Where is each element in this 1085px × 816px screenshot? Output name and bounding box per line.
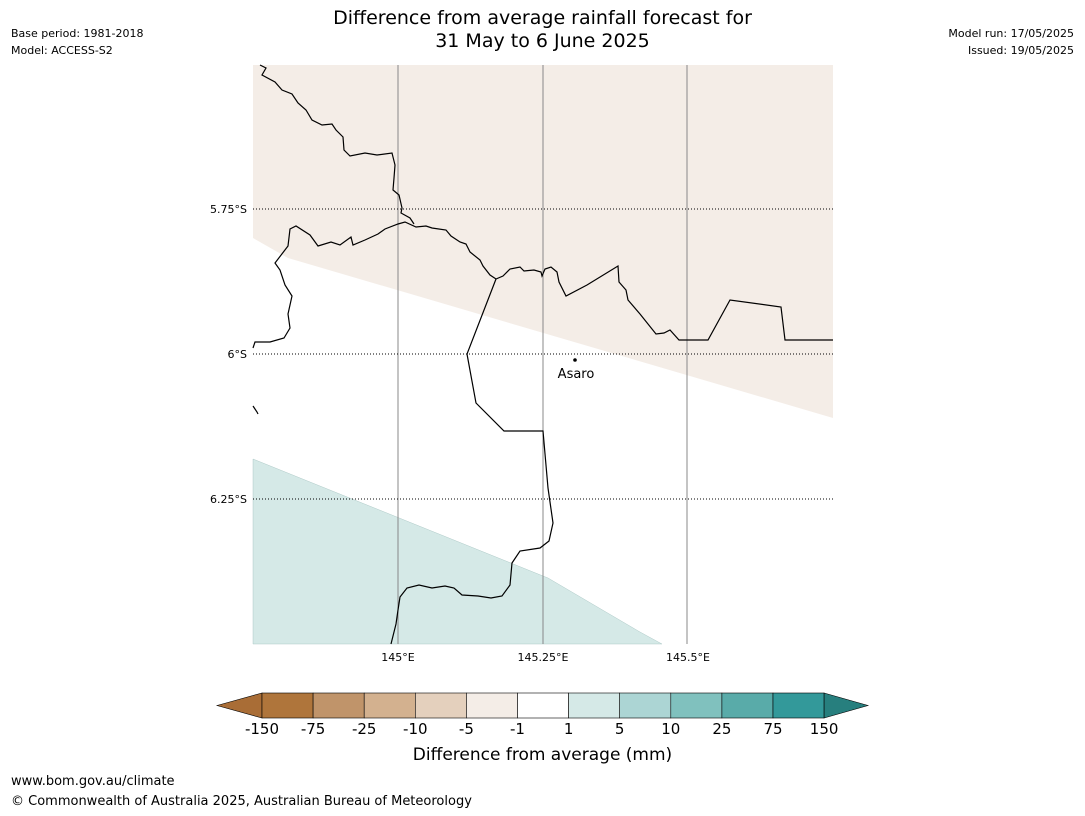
boundary-north xyxy=(259,64,415,225)
wet-anomaly-region xyxy=(252,458,663,645)
colorbar-segment xyxy=(261,692,314,719)
colorbar-tick-label: 25 xyxy=(712,720,732,738)
colorbar xyxy=(215,692,870,719)
colorbar-tick-label: 5 xyxy=(614,720,625,738)
colorbar-tick-label: -150 xyxy=(244,720,280,738)
lat-label-5-75s: 5.75°S xyxy=(210,203,247,216)
colorbar-segment xyxy=(772,692,825,719)
footer-url[interactable]: www.bom.gov.au/climate xyxy=(11,774,175,789)
model-name: Model: ACCESS-S2 xyxy=(11,44,113,57)
title-line-2: 31 May to 6 June 2025 xyxy=(435,30,650,52)
colorbar-segment xyxy=(312,692,365,719)
lat-label-6s: 6°S xyxy=(228,348,247,361)
title-line-1: Difference from average rainfall forecas… xyxy=(333,7,752,29)
colorbar-segment xyxy=(619,692,672,719)
footer-copyright: © Commonwealth of Australia 2025, Austra… xyxy=(11,794,472,809)
boundary-fragment-west xyxy=(252,405,259,415)
lat-label-6-25s: 6.25°S xyxy=(210,493,247,506)
colorbar-tick-label: -10 xyxy=(403,720,428,738)
boundary-south xyxy=(390,278,554,645)
model-run: Model run: 17/05/2025 xyxy=(948,27,1074,40)
colorbar-extend-low xyxy=(215,692,263,719)
colorbar-tick-label: -25 xyxy=(351,720,377,738)
meta-left: Base period: 1981-2018 Model: ACCESS-S2 xyxy=(11,25,143,59)
colorbar-segment xyxy=(414,692,467,719)
colorbar-tick-label: -5 xyxy=(458,720,474,738)
province-boundaries xyxy=(252,64,833,645)
colorbar-segment xyxy=(721,692,774,719)
colorbar-title: Difference from average (mm) xyxy=(412,745,673,765)
colorbar-tick-label: 150 xyxy=(809,720,839,738)
map-title: Difference from average rainfall forecas… xyxy=(0,7,1085,53)
colorbar-tick-label: -75 xyxy=(300,720,326,738)
base-period: Base period: 1981-2018 xyxy=(11,27,144,40)
colorbar-tick-label: 10 xyxy=(661,720,681,738)
colorbar-segment xyxy=(568,692,620,719)
lon-label-145-25e: 145.25°E xyxy=(518,651,569,664)
asaro-label: Asaro xyxy=(558,367,595,382)
colorbar-segment xyxy=(517,692,569,719)
latitude-gridlines xyxy=(253,208,833,500)
asaro-marker xyxy=(573,358,577,362)
colorbar-extend-high xyxy=(823,692,870,719)
colorbar-tick-label: 1 xyxy=(563,720,574,738)
meta-right: Model run: 17/05/2025 Issued: 19/05/2025 xyxy=(948,25,1074,59)
lon-label-145e: 145°E xyxy=(381,651,414,664)
boundary-central xyxy=(252,221,833,349)
colorbar-segment xyxy=(466,692,518,719)
colorbar-tick-label: -1 xyxy=(510,720,525,738)
colorbar-segment xyxy=(363,692,416,719)
lon-label-145-5e: 145.5°E xyxy=(666,651,710,664)
colorbar-tick-labels: -150 -75 -25 -10 -5 -1 1 5 10 25 75 150 xyxy=(0,720,1085,740)
issued-date: Issued: 19/05/2025 xyxy=(967,44,1074,57)
colorbar-segment xyxy=(670,692,723,719)
colorbar-tick-label: 75 xyxy=(763,720,783,738)
